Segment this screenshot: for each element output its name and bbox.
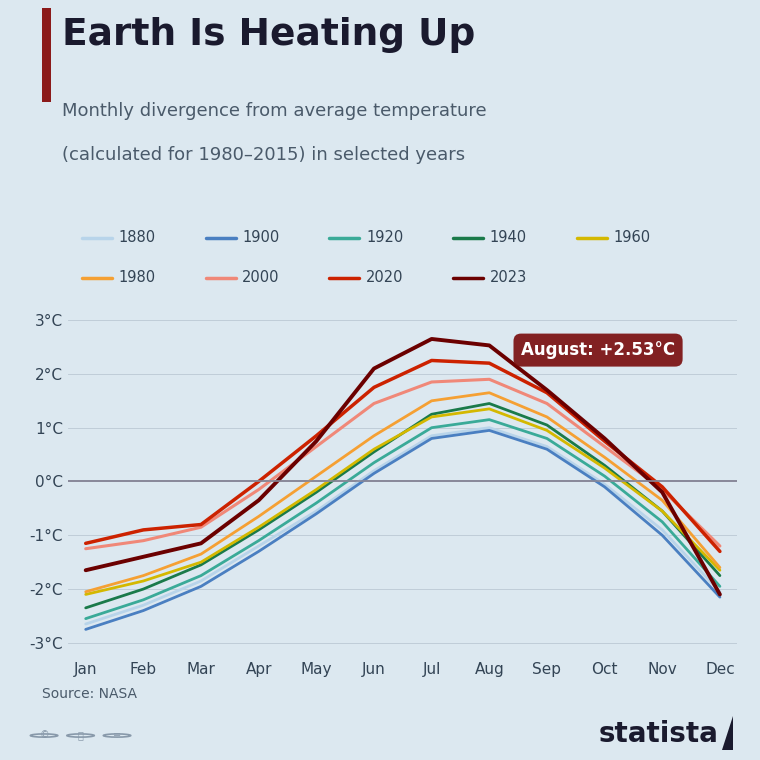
Text: statista: statista — [598, 720, 718, 748]
Text: 1880: 1880 — [119, 230, 156, 245]
Text: 1900: 1900 — [242, 230, 280, 245]
Text: =: = — [113, 730, 121, 740]
Text: Monthly divergence from average temperature: Monthly divergence from average temperat… — [62, 103, 487, 120]
Text: 1980: 1980 — [119, 270, 156, 285]
Text: 2023: 2023 — [489, 270, 527, 285]
Polygon shape — [722, 716, 733, 749]
Bar — [42, 8, 51, 103]
Text: 1920: 1920 — [366, 230, 404, 245]
Text: Source: NASA: Source: NASA — [42, 688, 137, 701]
Text: 2000: 2000 — [242, 270, 280, 285]
Text: Earth Is Heating Up: Earth Is Heating Up — [62, 17, 476, 52]
Text: 1940: 1940 — [489, 230, 527, 245]
Text: ⓘ: ⓘ — [78, 730, 84, 740]
Text: 2020: 2020 — [366, 270, 404, 285]
Text: August: +2.53°C: August: +2.53°C — [521, 341, 675, 359]
Text: (calculated for 1980–2015) in selected years: (calculated for 1980–2015) in selected y… — [62, 146, 465, 164]
Text: 1960: 1960 — [613, 230, 651, 245]
Text: ©: © — [40, 730, 49, 740]
